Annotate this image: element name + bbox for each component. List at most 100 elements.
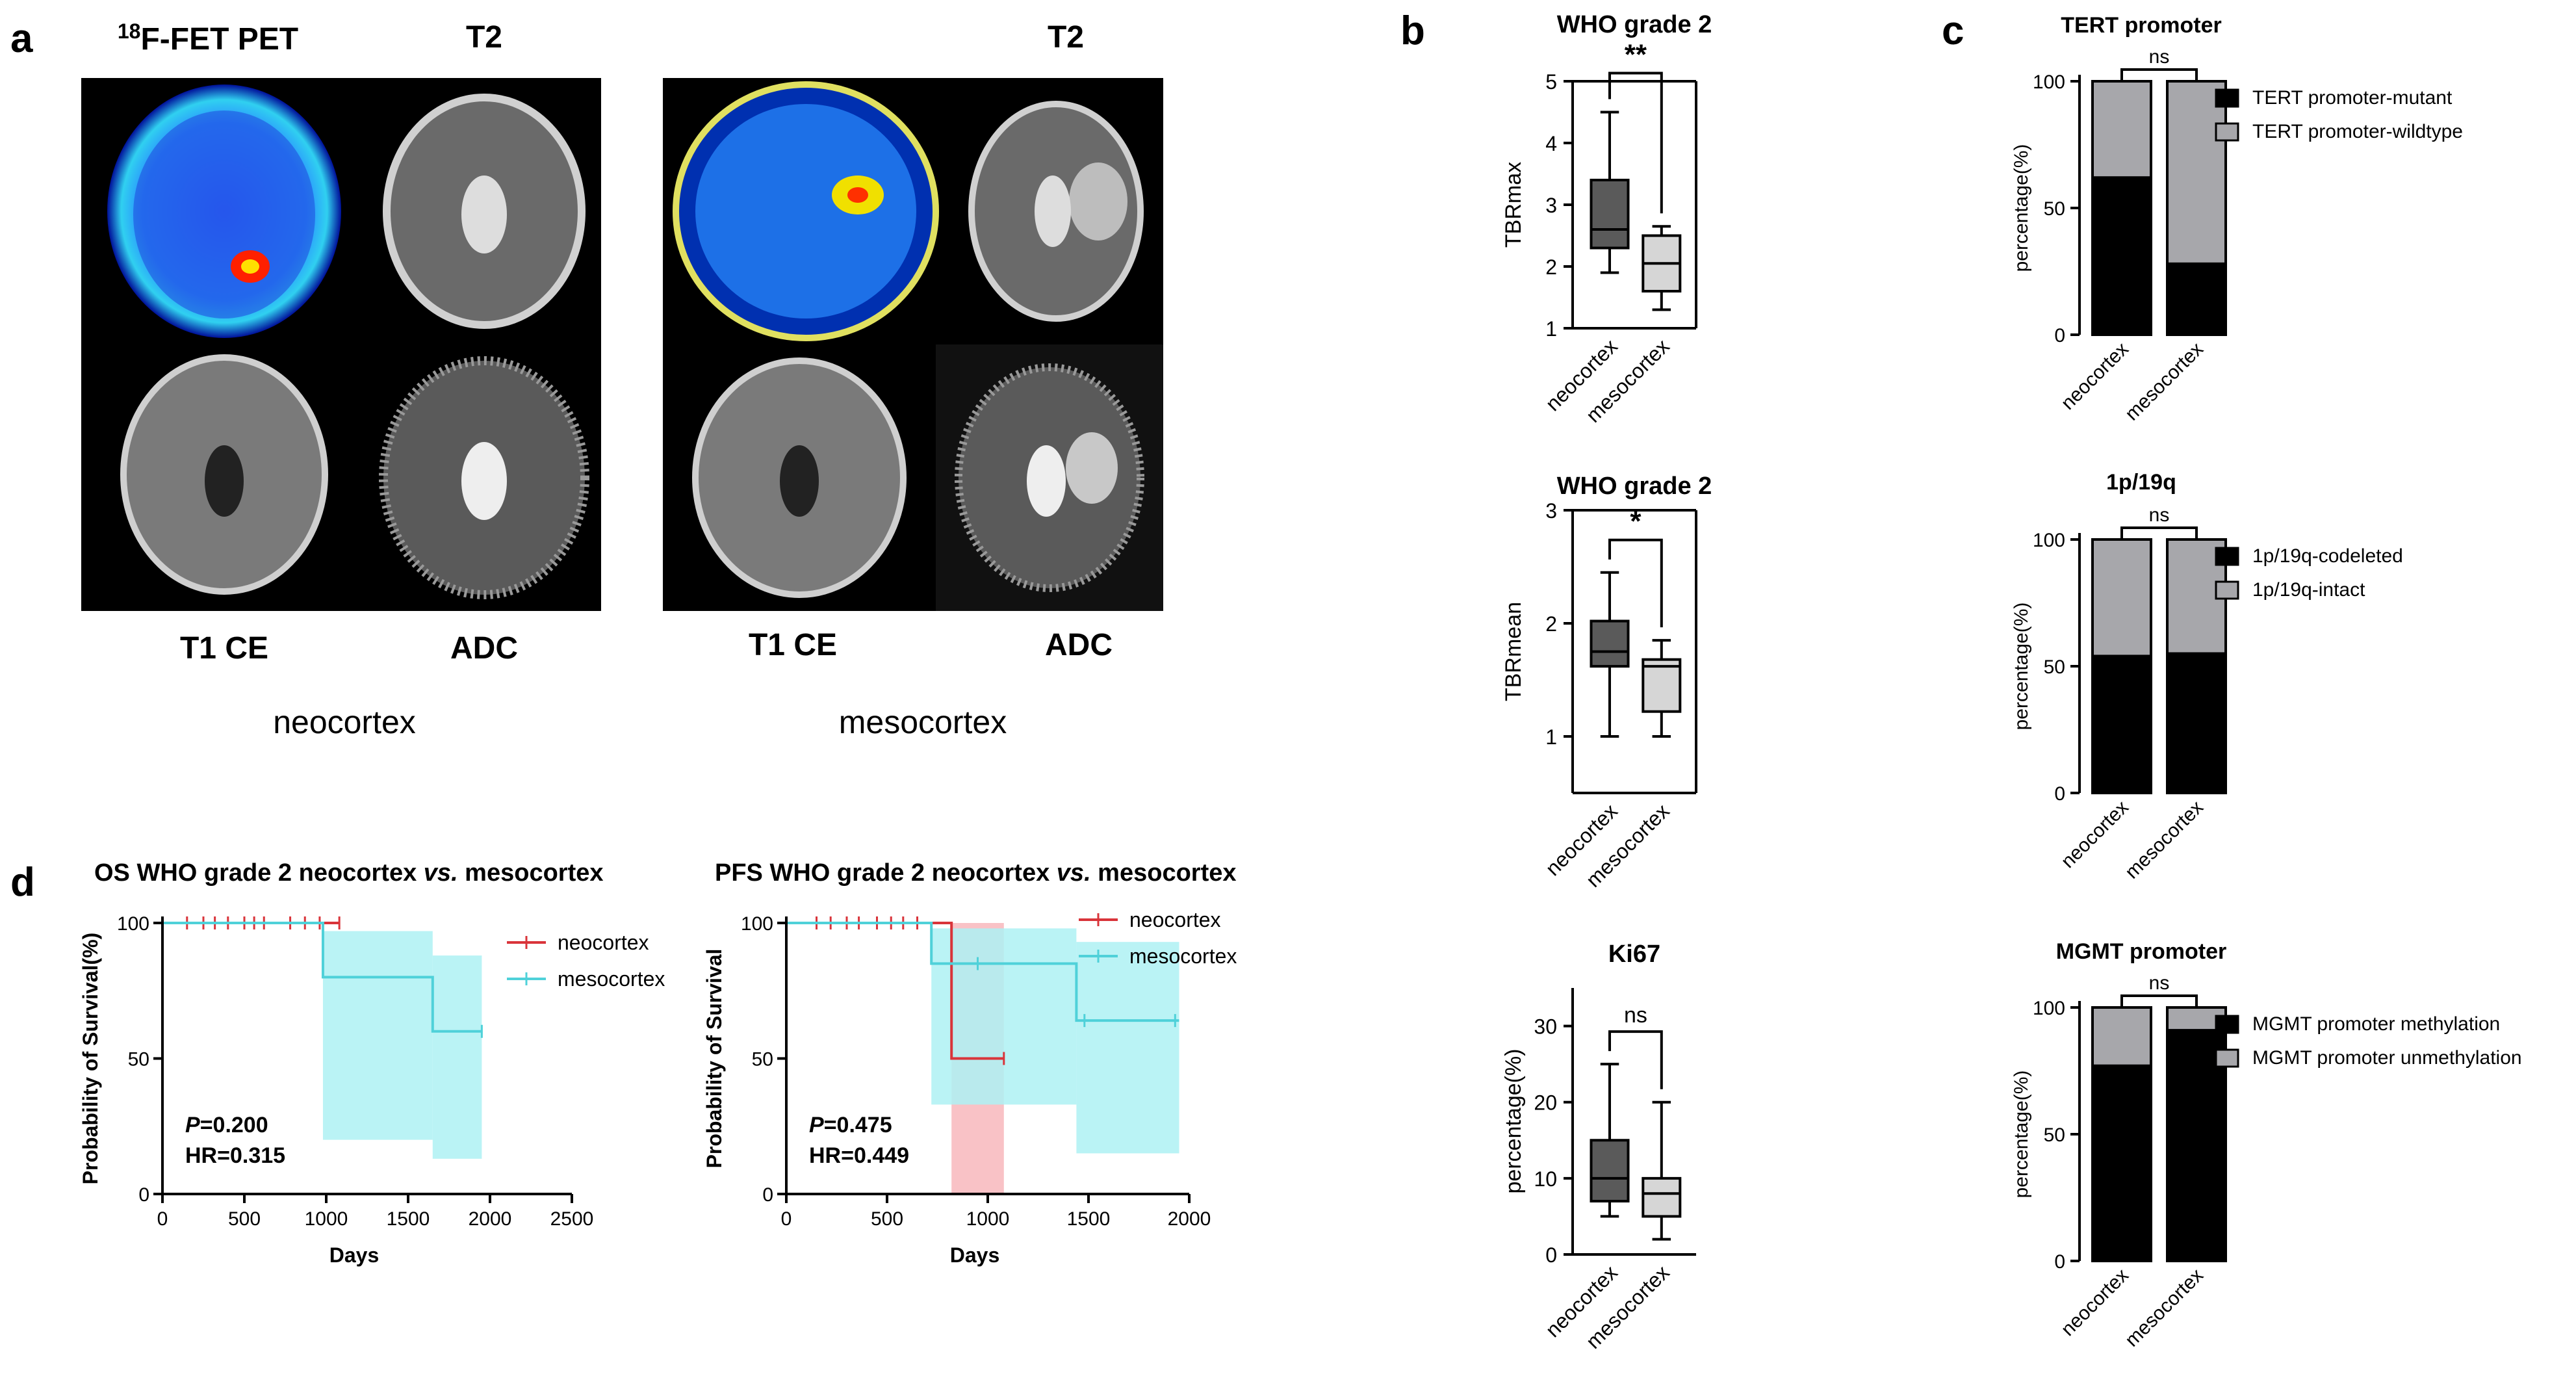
significance-label: ns: [1624, 1003, 1647, 1028]
legend-swatch: [2215, 1015, 2239, 1034]
significance-bracket: [1608, 71, 1663, 214]
adc-image-neocortex: [367, 344, 601, 611]
t2-label-neo: T2: [465, 20, 502, 55]
significance-label: *: [1630, 506, 1642, 538]
panel-letter-d: d: [10, 860, 35, 905]
adc-label-neo: ADC: [450, 631, 518, 666]
ci-band-mesocortex: [931, 928, 1077, 1105]
stacked-bar-tert: TERT promoter percentage(%) 0 50 100 neocorte…: [2011, 13, 2463, 425]
bar-segment-neocortex: [2091, 538, 2152, 658]
x-tick-label: 0: [157, 1208, 168, 1230]
y-tick-label: 0: [2054, 783, 2065, 805]
stacked-bar-mgmt: MGMT promoter percentage(%) 0 50 100 neocorte…: [2011, 939, 2522, 1351]
panel-letter-c: c: [1942, 8, 1964, 53]
pet-image-mesocortex: [663, 78, 949, 344]
x-tick-label: 1500: [1067, 1208, 1111, 1230]
ci-band-mesocortex: [432, 955, 482, 1159]
y-tick-label: 50: [2044, 198, 2065, 220]
p-value: P=0.200: [185, 1113, 268, 1137]
significance-bracket: [2120, 68, 2198, 81]
legend-label: neocortex: [558, 931, 649, 954]
group-label-mesocortex: mesocortex: [838, 704, 1007, 740]
significance-label: **: [1625, 39, 1647, 71]
y-axis-label: Probability of Survival(%): [79, 933, 102, 1185]
legend-label: TERT promoter-mutant: [2252, 87, 2453, 109]
legend-label: TERT promoter-wildtype: [2252, 121, 2463, 142]
hazard-ratio: HR=0.315: [185, 1143, 285, 1168]
significance-bracket: [1608, 538, 1663, 628]
t2-image-mesocortex: [949, 78, 1163, 344]
y-axis-label: percentage(%): [2011, 144, 2032, 272]
legend-label: 1p/19q-codeleted: [2252, 545, 2403, 567]
t2-image-neocortex: [367, 78, 601, 344]
survival-curve-mesocortex: [786, 922, 1179, 1022]
x-axis-label: Days: [329, 1243, 380, 1267]
significance-bracket: [2120, 994, 2198, 1007]
y-axis-label: TBRmax: [1501, 162, 1526, 248]
box-neocortex: [1590, 619, 1630, 668]
box-mesocortex: [1642, 658, 1682, 713]
chart-title: PFS WHO grade 2 neocortex vs. mesocortex: [715, 859, 1237, 887]
legend-swatch: [2215, 1048, 2239, 1068]
y-tick-label: 30: [1534, 1015, 1557, 1039]
y-tick-label: 0: [1545, 1243, 1557, 1267]
significance-label: ns: [2149, 46, 2170, 68]
y-tick-label: 10: [1534, 1167, 1557, 1191]
t2-label-meso: T2: [1047, 20, 1084, 55]
survival-curve-mesocortex: [162, 922, 482, 1033]
y-tick-label: 0: [138, 1184, 149, 1206]
panel-letter-b: b: [1400, 8, 1425, 53]
box-plot-ki67: Ki67percentage(%)0102030neocortexmesocor…: [1501, 941, 1696, 1353]
y-tick-label: 0: [2054, 325, 2065, 346]
box-plot-tbrmean: WHO grade 2TBRmean123neocortexmesocortex…: [1501, 473, 1712, 892]
y-tick-label: 50: [2044, 1124, 2065, 1146]
y-tick-label: 50: [752, 1049, 773, 1071]
bar-segment-mesocortex: [2166, 652, 2227, 794]
y-tick-label: 1: [1545, 317, 1557, 341]
y-tick-label: 50: [2044, 656, 2065, 678]
x-tick-label: 1000: [305, 1208, 348, 1230]
x-axis-label: Days: [950, 1243, 1000, 1267]
significance-bracket: [1608, 1030, 1663, 1089]
x-tick-label: 0: [781, 1208, 792, 1230]
chart-title: TERT promoter: [2061, 13, 2221, 38]
y-tick-label: 1: [1545, 725, 1557, 749]
legend-label: mesocortex: [558, 967, 665, 991]
group-label-neocortex: neocortex: [273, 704, 416, 740]
pet-image-neocortex: [81, 78, 367, 344]
pet-label: 18F-FET PET: [117, 19, 299, 57]
box-mesocortex: [1642, 1176, 1682, 1218]
t1ce-image-neocortex: [81, 344, 367, 611]
legend-swatch: [2215, 122, 2239, 142]
chart-title: WHO grade 2: [1557, 473, 1712, 500]
y-axis-label: Probability of Survival: [702, 949, 726, 1169]
x-tick-label: 2000: [1168, 1208, 1211, 1230]
ci-band-mesocortex: [322, 931, 433, 1140]
legend-label: MGMT promoter unmethylation: [2252, 1047, 2522, 1069]
significance-label: ns: [2149, 972, 2170, 994]
x-tick-label: 2000: [469, 1208, 512, 1230]
t1ce-image-mesocortex: [663, 344, 936, 611]
y-tick-label: 0: [2054, 1251, 2065, 1273]
y-tick-label: 100: [2033, 71, 2065, 93]
x-tick-label: 500: [871, 1208, 903, 1230]
chart-title: 1p/19q: [2106, 470, 2176, 495]
y-axis-label: percentage(%): [2011, 603, 2032, 731]
x-tick-label: neocortex: [2057, 339, 2132, 414]
box-plot-tbrmax: WHO grade 2TBRmax12345neocortexmesocorte…: [1501, 11, 1712, 427]
p-value: P=0.475: [809, 1113, 892, 1137]
y-axis-label: percentage(%): [1501, 1048, 1526, 1193]
significance-bracket: [2120, 526, 2198, 539]
y-tick-label: 100: [2033, 530, 2065, 551]
panel-letter-a: a: [10, 16, 33, 61]
significance-label: ns: [2149, 504, 2170, 526]
y-tick-label: 3: [1545, 499, 1557, 523]
adc-label-meso: ADC: [1045, 628, 1113, 662]
legend-swatch: [2215, 547, 2239, 566]
legend-swatch: [2215, 88, 2239, 108]
stacked-bar-1p19q: 1p/19q percentage(%) 0 50 100 neocortexmesoco…: [2011, 470, 2403, 883]
bar-segment-neocortex: [2091, 1006, 2152, 1067]
chart-title: Ki67: [1608, 941, 1660, 968]
x-tick-label: neocortex: [2057, 1265, 2132, 1340]
hazard-ratio: HR=0.449: [809, 1143, 909, 1168]
